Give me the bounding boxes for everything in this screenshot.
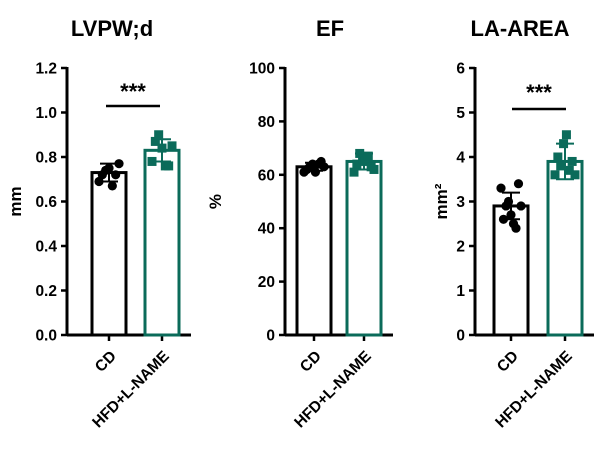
y-axis-label: mm² <box>432 183 451 219</box>
bar-cd <box>295 165 333 337</box>
bar-cd <box>90 171 128 337</box>
data-point-hfd <box>363 151 373 161</box>
data-point-hfd <box>360 156 370 166</box>
data-point-hfd <box>561 130 571 140</box>
category-label-cd: CD <box>92 348 120 376</box>
data-point-cd <box>104 163 114 173</box>
data-point-hfd <box>564 165 574 175</box>
y-tick-label: 20 <box>258 274 275 291</box>
data-point-cd <box>310 167 321 177</box>
data-point-cd <box>506 210 516 220</box>
data-point-hfd <box>570 170 580 180</box>
y-tick-label: 40 <box>258 221 275 238</box>
data-point-cd <box>496 183 506 193</box>
y-tick-label: 0.2 <box>35 283 57 300</box>
panel-title: EF <box>316 16 344 41</box>
data-point-hfd <box>167 141 177 151</box>
data-point-cd <box>498 214 509 224</box>
y-tick-label: 0 <box>266 328 275 345</box>
panel-title: LA-AREA <box>471 16 570 41</box>
y-tick-label: 0.8 <box>35 150 57 167</box>
data-point-cd <box>513 179 524 189</box>
category-label-cd: CD <box>494 348 522 376</box>
data-point-hfd <box>553 152 563 162</box>
y-tick-label: 0.4 <box>35 239 57 256</box>
data-point-hfd <box>150 136 160 146</box>
y-tick-label: 1 <box>456 283 465 300</box>
y-tick-label: 0.6 <box>35 194 57 211</box>
bar-hfd <box>143 148 181 337</box>
bar-hfd <box>345 159 383 337</box>
data-point-cd <box>114 159 124 169</box>
significance-label: *** <box>526 80 552 105</box>
data-point-hfd <box>567 156 577 166</box>
data-point-cd <box>503 196 514 207</box>
y-axis-label: % <box>206 194 225 209</box>
y-tick-label: 100 <box>249 61 275 78</box>
data-point-hfd <box>349 167 359 177</box>
y-tick-label: 5 <box>456 105 465 122</box>
data-point-hfd <box>550 170 560 180</box>
y-tick-label: 1.0 <box>35 105 57 122</box>
y-tick-label: 2 <box>456 239 465 256</box>
data-point-hfd <box>157 143 167 153</box>
panel-title: LVPW;d <box>71 16 153 41</box>
category-label-cd: CD <box>297 348 325 376</box>
y-tick-label: 60 <box>258 167 275 184</box>
y-tick-label: 1.2 <box>35 61 57 78</box>
y-tick-label: 3 <box>456 194 465 211</box>
significance-label: *** <box>120 79 146 104</box>
data-point-cd <box>107 181 117 191</box>
y-tick-label: 4 <box>456 150 465 167</box>
bar-hfd <box>546 159 584 337</box>
data-point-hfd <box>556 161 566 171</box>
y-tick-label: 6 <box>456 61 465 78</box>
data-point-cd <box>111 170 121 180</box>
data-point-cd <box>516 201 526 211</box>
y-tick-label: 80 <box>258 114 275 131</box>
data-point-hfd <box>369 164 379 174</box>
data-point-hfd <box>352 159 362 169</box>
data-point-hfd <box>164 161 174 171</box>
y-tick-label: 0 <box>456 328 465 345</box>
y-tick-label: 0.0 <box>35 328 57 345</box>
data-point-hfd <box>147 156 157 166</box>
data-point-hfd <box>559 139 569 149</box>
data-point-hfd <box>355 148 365 158</box>
y-axis-label: mm <box>6 186 25 216</box>
data-point-cd <box>511 223 521 233</box>
data-point-cd <box>319 162 329 172</box>
data-point-hfd <box>154 130 164 140</box>
panel-lvpwd: LVPW;d mm *** CD HFD+L-NAME 0.00.20.40.6… <box>6 16 191 431</box>
